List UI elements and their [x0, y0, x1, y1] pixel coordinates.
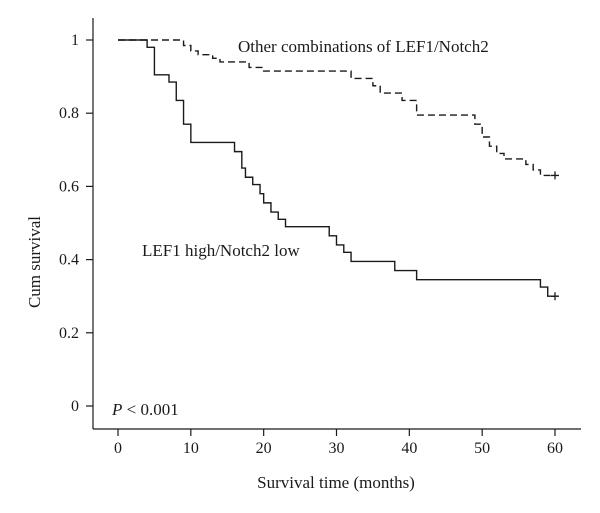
- x-tick-label: 40: [401, 440, 417, 457]
- series-label-other-combinations: Other combinations of LEF1/Notch2: [238, 37, 489, 56]
- series-line-other-combinations: [118, 39, 555, 177]
- x-tick-label: 10: [183, 440, 199, 457]
- censor-mark: [551, 171, 559, 180]
- x-tick-label: 20: [256, 440, 272, 457]
- y-tick-label: 0.8: [59, 105, 79, 122]
- series-label-lef1-high-notch2-low: LEF1 high/Notch2 low: [142, 241, 300, 260]
- p-value-symbol: P: [111, 400, 122, 419]
- censor-mark: [551, 292, 559, 301]
- y-tick-label: 1: [71, 32, 79, 49]
- p-value-text: < 0.001: [122, 400, 178, 419]
- y-tick-label: 0.4: [59, 252, 79, 269]
- y-tick-label: 0.6: [59, 178, 79, 195]
- x-tick-label: 50: [474, 440, 490, 457]
- y-tick-label: 0: [71, 398, 79, 415]
- x-axis-title: Survival time (months): [257, 473, 415, 492]
- y-tick-label: 0.2: [59, 325, 79, 342]
- x-ticks: 0 10 20 30 40 50 60: [114, 429, 563, 457]
- p-value-annotation: P < 0.001: [111, 400, 179, 419]
- axes: [92, 18, 581, 430]
- x-tick-label: 30: [329, 440, 345, 457]
- series-line-lef1-high-notch2-low: [118, 39, 555, 297]
- series-layer: [118, 39, 559, 301]
- y-ticks: 0 0.2 0.4 0.6 0.8 1: [59, 32, 93, 415]
- y-axis-title: Cum survival: [25, 216, 44, 308]
- x-tick-label: 0: [114, 440, 122, 457]
- x-tick-label: 60: [547, 440, 563, 457]
